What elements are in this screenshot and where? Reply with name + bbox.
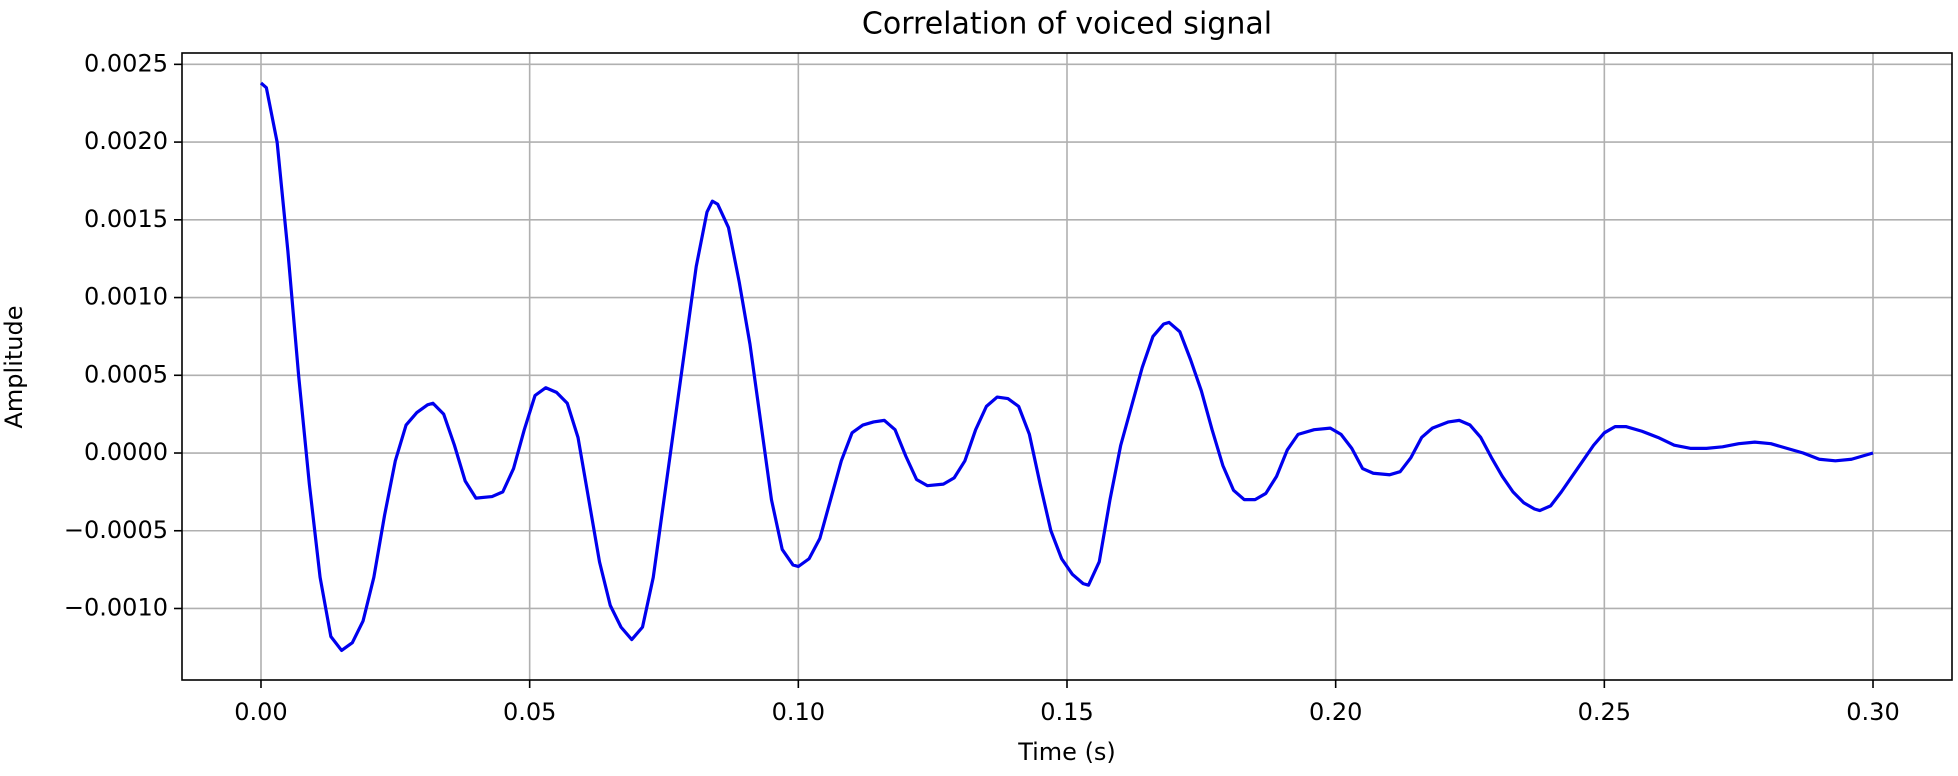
x-tick-label: 0.10 <box>772 698 825 726</box>
chart-title: Correlation of voiced signal <box>862 7 1272 42</box>
x-tick-label: 0.05 <box>503 698 556 726</box>
y-tick-label: 0.0015 <box>84 205 168 233</box>
y-tick-label: −0.0010 <box>64 593 168 621</box>
line-series <box>259 81 1874 653</box>
y-axis-label: Amplitude <box>0 306 28 429</box>
x-tick-label: 0.25 <box>1578 698 1631 726</box>
y-tick-label: 0.0020 <box>84 127 168 155</box>
x-axis-label: Time (s) <box>1017 738 1116 766</box>
x-tick-label: 0.15 <box>1040 698 1093 726</box>
y-tick-label: 0.0000 <box>84 438 168 466</box>
y-tick-label: 0.0010 <box>84 283 168 311</box>
y-tick-label: 0.0005 <box>84 360 168 388</box>
y-tick-label: −0.0005 <box>64 516 168 544</box>
y-tick-label: 0.0025 <box>84 49 168 77</box>
x-tick-label: 0.30 <box>1846 698 1899 726</box>
x-tick-label: 0.20 <box>1309 698 1362 726</box>
plot-frame <box>181 52 1953 681</box>
x-tick-label: 0.00 <box>234 698 287 726</box>
